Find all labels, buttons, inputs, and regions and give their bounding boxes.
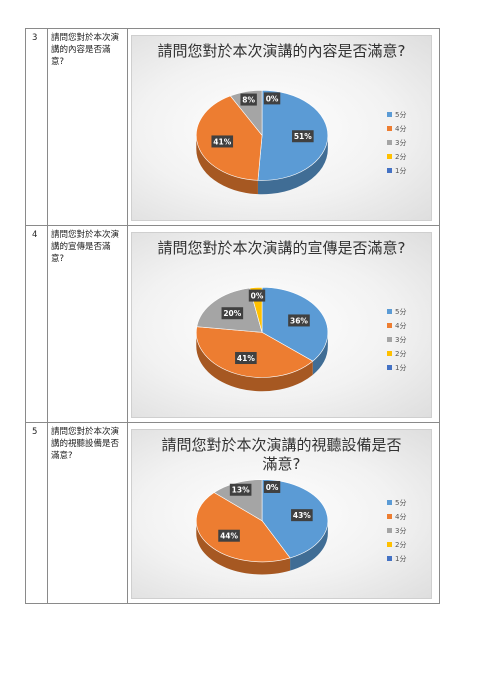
- legend-swatch: [387, 154, 392, 160]
- legend-swatch: [387, 365, 392, 371]
- legend-item: 3分: [387, 524, 421, 538]
- chart-legend: 5分 4分 3分 2分 1分: [387, 108, 421, 178]
- legend-swatch: [387, 323, 392, 329]
- legend-swatch: [387, 556, 392, 562]
- chart-panel: 請問您對於本次演講的視聽設備是否滿意? 43% 44% 13% 0% 5分 4分 3分 2分…: [131, 429, 432, 599]
- legend-swatch: [387, 126, 392, 132]
- pie-data-label: 0%: [263, 92, 281, 105]
- legend-swatch: [387, 140, 392, 146]
- pie-slice-side: [196, 520, 291, 575]
- pie-data-label: 44%: [218, 529, 240, 542]
- legend-label: 4分: [395, 512, 407, 521]
- legend-label: 2分: [395, 349, 407, 358]
- table-row: 5 請問您對於本次演講的視聽設備是否滿意? 請問您對於本次演講的視聽設備是否滿意…: [26, 423, 440, 604]
- legend-label: 3分: [395, 526, 407, 535]
- legend-item: 5分: [387, 496, 421, 510]
- question-text: 請問您對於本次演講的內容是否滿意?: [48, 29, 128, 225]
- legend-item: 4分: [387, 510, 421, 524]
- legend-item: 3分: [387, 136, 421, 150]
- legend-label: 5分: [395, 498, 407, 507]
- chart-title: 請問您對於本次演講的內容是否滿意?: [157, 42, 406, 60]
- legend-swatch: [387, 528, 392, 534]
- pie-chart: 43% 44% 13% 0%: [196, 479, 329, 575]
- chart-panel: 請問您對於本次演講的宣傳是否滿意? 36% 41% 20% 0% 5分 4分 3分 2分 1分: [131, 232, 432, 418]
- question-text: 請問您對於本次演講的視聽設備是否滿意?: [48, 423, 128, 603]
- question-text: 請問您對於本次演講的宣傳是否滿意?: [48, 226, 128, 422]
- question-number: 5: [26, 423, 48, 603]
- legend-item: 4分: [387, 122, 421, 136]
- legend-swatch: [387, 112, 392, 118]
- pie-data-label: 36%: [288, 314, 310, 327]
- pie-data-label: 43%: [291, 509, 313, 522]
- legend-label: 3分: [395, 335, 407, 344]
- legend-item: 1分: [387, 164, 421, 178]
- pie-slice-side: [290, 520, 328, 571]
- svg-text:51%: 51%: [294, 132, 312, 141]
- legend-label: 3分: [395, 138, 407, 147]
- legend-item: 5分: [387, 108, 421, 122]
- pie-slice-side: [196, 135, 258, 195]
- legend-label: 1分: [395, 363, 407, 372]
- svg-text:41%: 41%: [237, 354, 255, 363]
- svg-text:13%: 13%: [232, 486, 250, 495]
- legend-label: 1分: [395, 166, 407, 175]
- svg-text:43%: 43%: [293, 511, 311, 520]
- legend-label: 4分: [395, 321, 407, 330]
- chart-cell: 請問您對於本次演講的宣傳是否滿意? 36% 41% 20% 0% 5分 4分 3分 2分 1分: [128, 226, 440, 422]
- pie-chart: 51% 41% 8% 0%: [196, 89, 329, 195]
- svg-text:0%: 0%: [251, 292, 264, 301]
- chart-cell: 請問您對於本次演講的視聽設備是否滿意? 43% 44% 13% 0% 5分 4分 3分 2分…: [128, 423, 440, 603]
- chart-legend: 5分 4分 3分 2分 1分: [387, 305, 421, 375]
- pie-data-label: 51%: [292, 130, 314, 143]
- legend-item: 2分: [387, 538, 421, 552]
- chart-title: 請問您對於本次演講的宣傳是否滿意?: [157, 239, 406, 257]
- legend-item: 5分: [387, 305, 421, 319]
- legend-label: 4分: [395, 124, 407, 133]
- svg-text:41%: 41%: [213, 137, 231, 146]
- chart-cell: 請問您對於本次演講的內容是否滿意? 51% 41% 8% 0% 5分 4分 3分 2分 1分: [128, 29, 440, 225]
- pie-data-label: 41%: [211, 135, 234, 148]
- legend-item: 2分: [387, 150, 421, 164]
- legend-swatch: [387, 168, 392, 174]
- pie-data-label: 0%: [248, 289, 266, 302]
- legend-swatch: [387, 514, 392, 520]
- pie-data-label: 0%: [263, 480, 281, 493]
- svg-text:0%: 0%: [266, 483, 279, 492]
- chart-title: 請問您對於本次演講的視聽設備是否滿意?: [161, 436, 402, 473]
- pie-chart: 36% 41% 20% 0%: [196, 286, 329, 392]
- legend-swatch: [387, 500, 392, 506]
- legend-label: 5分: [395, 110, 407, 119]
- pie-slice: [196, 492, 291, 563]
- svg-text:20%: 20%: [223, 309, 241, 318]
- legend-label: 2分: [395, 540, 407, 549]
- svg-text:44%: 44%: [220, 532, 238, 541]
- legend-item: 4分: [387, 319, 421, 333]
- pie-data-label: 13%: [229, 483, 252, 496]
- pie-data-label: 20%: [221, 307, 244, 320]
- chart-panel: 請問您對於本次演講的內容是否滿意? 51% 41% 8% 0% 5分 4分 3分 2分 1分: [131, 35, 432, 221]
- question-number: 4: [26, 226, 48, 422]
- legend-swatch: [387, 309, 392, 315]
- pie-data-label: 8%: [240, 93, 257, 106]
- legend-swatch: [387, 351, 392, 357]
- svg-text:0%: 0%: [266, 94, 279, 103]
- legend-item: 1分: [387, 552, 421, 566]
- survey-table: 3 請問您對於本次演講的內容是否滿意? 請問您對於本次演講的內容是否滿意? 51…: [25, 28, 440, 604]
- question-number: 3: [26, 29, 48, 225]
- legend-label: 2分: [395, 152, 407, 161]
- legend-item: 1分: [387, 361, 421, 375]
- legend-swatch: [387, 542, 392, 548]
- table-row: 4 請問您對於本次演講的宣傳是否滿意? 請問您對於本次演講的宣傳是否滿意? 36…: [26, 226, 440, 423]
- legend-item: 2分: [387, 347, 421, 361]
- chart-legend: 5分 4分 3分 2分 1分: [387, 496, 421, 566]
- legend-item: 3分: [387, 333, 421, 347]
- legend-label: 5分: [395, 307, 407, 316]
- svg-text:8%: 8%: [242, 96, 255, 105]
- legend-swatch: [387, 337, 392, 343]
- legend-label: 1分: [395, 554, 407, 563]
- svg-text:36%: 36%: [290, 316, 308, 325]
- pie-data-label: 41%: [235, 352, 257, 365]
- table-row: 3 請問您對於本次演講的內容是否滿意? 請問您對於本次演講的內容是否滿意? 51…: [26, 29, 440, 226]
- pie-slice-side: [196, 332, 313, 392]
